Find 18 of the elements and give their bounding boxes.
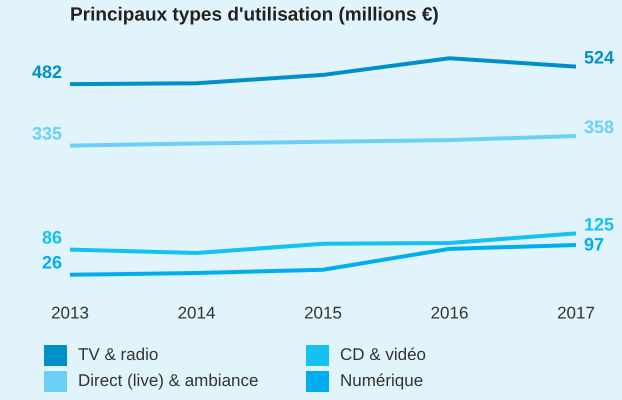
legend-label: Numérique xyxy=(340,371,424,391)
legend-label: TV & radio xyxy=(78,345,158,365)
x-tick-label: 2016 xyxy=(430,303,468,322)
chart-title: Principaux types d'utilisation (millions €) xyxy=(70,4,439,26)
data-label: 86 xyxy=(42,228,62,248)
data-label: 358 xyxy=(584,116,614,137)
data-label: 335 xyxy=(32,124,62,144)
x-tick-label: 2015 xyxy=(304,303,342,322)
x-tick-label: 2013 xyxy=(51,303,89,322)
data-label: 26 xyxy=(42,252,62,273)
data-label: 125 xyxy=(584,214,614,234)
data-label: 524 xyxy=(584,48,614,68)
legend-label: CD & vidéo xyxy=(340,345,426,365)
x-tick-label: 2014 xyxy=(178,303,216,322)
data-label: 482 xyxy=(32,62,62,82)
data-label: 97 xyxy=(584,234,604,254)
x-tick-label: 2017 xyxy=(557,303,595,322)
legend-label: Direct (live) & ambiance xyxy=(78,371,258,391)
